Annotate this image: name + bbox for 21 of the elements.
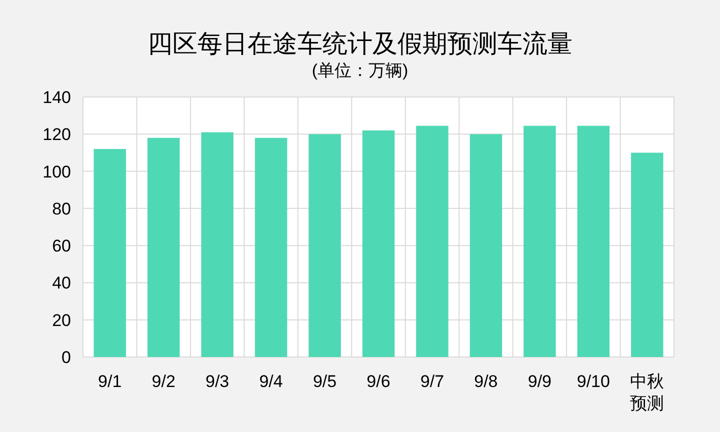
x-tick-label: 9/7 bbox=[420, 372, 444, 391]
chart-subtitle: (单位：万辆) bbox=[312, 61, 408, 80]
y-tick-label: 100 bbox=[42, 162, 71, 182]
x-tick-label: 9/10 bbox=[576, 372, 610, 391]
x-tick-label: 中秋预测 bbox=[630, 372, 664, 413]
chart-title: 四区每日在途车统计及假期预测车流量 bbox=[148, 30, 572, 58]
y-tick-label: 120 bbox=[42, 125, 71, 144]
x-tick-label: 9/1 bbox=[98, 372, 122, 391]
y-tick-label: 20 bbox=[52, 310, 71, 330]
x-tick-label: 9/8 bbox=[474, 372, 498, 391]
y-tick-label: 0 bbox=[62, 348, 71, 367]
y-tick-label: 60 bbox=[52, 236, 71, 256]
x-tick-label: 9/9 bbox=[528, 372, 552, 391]
x-tick-label: 9/2 bbox=[152, 372, 176, 391]
x-tick-label: 9/3 bbox=[206, 372, 230, 391]
x-tick-label: 9/4 bbox=[259, 372, 283, 391]
x-tick-label: 9/5 bbox=[312, 372, 337, 391]
y-tick-label: 40 bbox=[52, 274, 71, 293]
x-tick-label: 9/6 bbox=[366, 372, 390, 391]
y-tick-label: 80 bbox=[52, 199, 71, 218]
y-tick-label: 140 bbox=[42, 88, 71, 107]
